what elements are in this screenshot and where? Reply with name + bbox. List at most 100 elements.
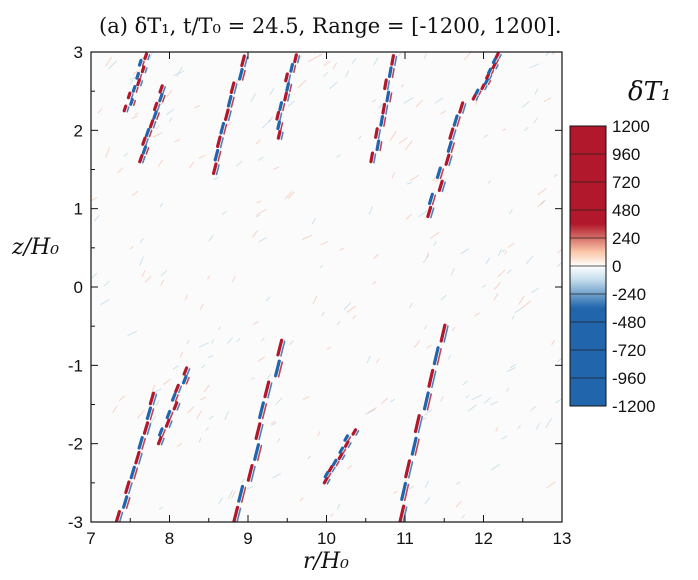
field-filament-edge bbox=[152, 120, 157, 129]
field-filament-segment bbox=[219, 121, 226, 135]
field-filament-edge bbox=[139, 73, 143, 80]
field-speckle bbox=[531, 287, 539, 294]
field-speckle bbox=[256, 214, 261, 218]
field-filament-segment bbox=[398, 504, 406, 522]
x-tick-label: 13 bbox=[553, 529, 572, 548]
field-filament-segment bbox=[143, 52, 149, 61]
field-speckle bbox=[194, 105, 200, 109]
field-streaks bbox=[91, 52, 562, 522]
field-filament-edge bbox=[145, 138, 149, 147]
field-speckle bbox=[525, 255, 534, 264]
field-speckle bbox=[358, 135, 362, 140]
field-speckle bbox=[250, 377, 255, 380]
field-filament-edge bbox=[219, 137, 224, 149]
field-filament-edge bbox=[407, 461, 414, 479]
field-filament-segment bbox=[276, 338, 284, 357]
field-filament-segment bbox=[432, 346, 440, 366]
field-speckle bbox=[235, 79, 239, 84]
x-tick-label: 9 bbox=[243, 529, 252, 548]
field-speckle bbox=[198, 342, 209, 348]
field-filament-edge bbox=[261, 403, 268, 420]
field-filament-edge bbox=[347, 436, 352, 442]
field-speckle bbox=[507, 242, 515, 248]
x-axis: 7 8 9 10 11 12 13 bbox=[86, 52, 571, 548]
field-speckle bbox=[501, 435, 508, 440]
field-speckle bbox=[537, 187, 547, 196]
field-filament-segment bbox=[385, 90, 391, 103]
colorbar-tick-label: -1200 bbox=[612, 397, 655, 416]
field-speckle bbox=[521, 300, 531, 309]
field-speckle bbox=[488, 180, 491, 184]
field-filament-edge bbox=[174, 394, 179, 402]
field-filament-segment bbox=[114, 510, 121, 522]
field-filament-edge bbox=[156, 112, 160, 120]
field-filament-segment bbox=[322, 476, 329, 485]
field-filament-edge bbox=[331, 466, 336, 473]
field-speckle bbox=[256, 208, 267, 216]
field-speckle bbox=[498, 249, 502, 256]
field-speckle bbox=[521, 101, 530, 108]
field-filament-segment bbox=[129, 98, 134, 106]
field-speckle bbox=[372, 99, 377, 103]
field-filament-edge bbox=[403, 483, 410, 502]
field-speckle bbox=[483, 134, 489, 138]
field-speckle bbox=[287, 100, 295, 107]
field-filament-segment bbox=[474, 88, 480, 96]
field-filament-edge bbox=[256, 444, 263, 462]
field-speckle bbox=[137, 409, 145, 419]
y-axis: -3 -2 -1 0 1 2 3 bbox=[68, 43, 562, 532]
field-speckle bbox=[207, 275, 210, 280]
field-speckle bbox=[406, 181, 412, 185]
field-filament-edge bbox=[277, 361, 284, 378]
field-speckle bbox=[250, 93, 256, 102]
field-filament-edge bbox=[130, 93, 134, 100]
field-speckle bbox=[398, 52, 402, 57]
field-speckle bbox=[540, 199, 546, 206]
field-filament-segment bbox=[471, 93, 477, 101]
field-filament-segment bbox=[483, 78, 489, 85]
field-filament-segment bbox=[435, 166, 442, 179]
field-speckle bbox=[336, 503, 341, 510]
field-filament-segment bbox=[253, 443, 261, 461]
field-speckle bbox=[187, 406, 195, 414]
field-speckle bbox=[450, 268, 455, 276]
field-filament-segment bbox=[263, 380, 271, 399]
field-speckle bbox=[351, 58, 357, 64]
field-filament-segment bbox=[283, 91, 288, 102]
field-filament-segment bbox=[152, 110, 158, 120]
field-speckle bbox=[257, 356, 265, 362]
field-filament-edge bbox=[289, 83, 293, 93]
field-speckle bbox=[297, 79, 307, 88]
colorbar-tick-label: 240 bbox=[612, 229, 640, 248]
field-speckle bbox=[424, 408, 433, 416]
field-speckle bbox=[156, 125, 160, 130]
chart-title: (a) δT₁, t/T₀ = 24.5, Range = [-1200, 12… bbox=[99, 14, 562, 38]
field-filament-segment bbox=[444, 153, 451, 166]
field-speckle bbox=[553, 174, 558, 177]
field-filament-edge bbox=[233, 83, 238, 95]
field-filament-edge bbox=[426, 393, 432, 411]
field-filament-edge bbox=[342, 448, 347, 455]
field-filament-segment bbox=[452, 114, 459, 127]
field-speckle bbox=[156, 399, 160, 406]
field-speckle bbox=[247, 485, 254, 490]
field-filament-segment bbox=[258, 401, 265, 420]
field-speckle bbox=[474, 312, 480, 317]
field-speckle bbox=[227, 121, 232, 126]
field-speckle bbox=[132, 70, 139, 75]
field-filament-segment bbox=[422, 391, 430, 411]
field-speckle bbox=[424, 480, 429, 488]
field-filament-edge bbox=[498, 53, 502, 60]
field-filament-segment bbox=[254, 422, 262, 441]
field-filament-segment bbox=[223, 108, 230, 122]
field-filament-edge bbox=[140, 80, 144, 87]
field-filament-segment bbox=[129, 465, 136, 480]
field-speckle bbox=[201, 364, 206, 369]
field-filament-edge bbox=[241, 69, 246, 81]
field-filament-segment bbox=[427, 192, 434, 206]
field-speckle bbox=[514, 308, 522, 313]
field-filament-segment bbox=[165, 409, 172, 420]
field-filament-segment bbox=[240, 54, 246, 68]
field-filament-edge bbox=[125, 497, 131, 510]
field-filament-edge bbox=[128, 482, 133, 495]
